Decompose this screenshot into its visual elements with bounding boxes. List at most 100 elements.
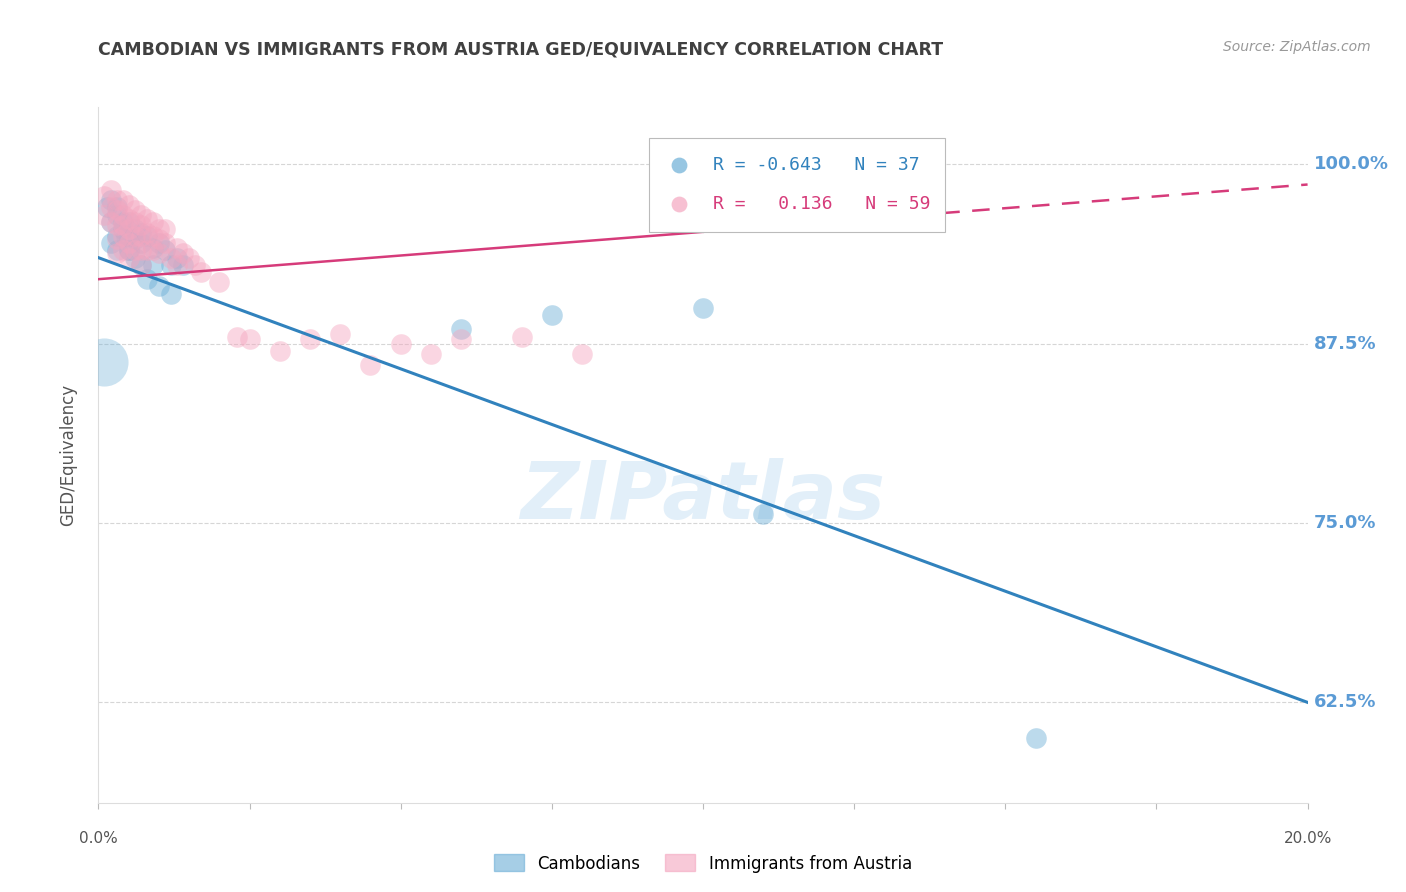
Point — [510, 329, 533, 343]
Point — [129, 218, 152, 232]
Point — [184, 258, 207, 272]
Point — [148, 246, 170, 260]
Point — [111, 208, 134, 222]
Point — [389, 336, 412, 351]
Point — [135, 229, 157, 244]
Point — [172, 258, 194, 272]
Point — [96, 201, 118, 215]
Point — [177, 251, 201, 265]
Text: ZIPatlas: ZIPatlas — [520, 458, 886, 536]
Point — [93, 189, 115, 203]
Point — [135, 272, 157, 286]
Point — [100, 183, 122, 197]
Point — [208, 275, 231, 289]
Point — [148, 236, 170, 251]
Point — [118, 211, 141, 226]
Point — [118, 229, 141, 244]
Point — [118, 215, 141, 229]
Point — [142, 229, 165, 244]
Point — [692, 301, 714, 315]
Point — [111, 244, 134, 258]
Point — [540, 308, 562, 322]
Point — [124, 251, 146, 265]
Text: CAMBODIAN VS IMMIGRANTS FROM AUSTRIA GED/EQUIVALENCY CORRELATION CHART: CAMBODIAN VS IMMIGRANTS FROM AUSTRIA GED… — [98, 40, 943, 58]
Point — [105, 229, 128, 244]
Point — [160, 258, 183, 272]
Text: 0.0%: 0.0% — [79, 831, 118, 847]
Text: 75.0%: 75.0% — [1313, 514, 1376, 532]
Point — [105, 218, 128, 232]
Text: 100.0%: 100.0% — [1313, 155, 1389, 173]
Point — [118, 236, 141, 251]
Point — [105, 203, 128, 218]
Point — [148, 279, 170, 293]
Point — [148, 232, 170, 246]
Y-axis label: GED/Equivalency: GED/Equivalency — [59, 384, 77, 526]
Point — [118, 244, 141, 258]
Point — [118, 244, 141, 258]
Point — [129, 229, 152, 244]
Point — [160, 251, 183, 265]
Point — [166, 241, 188, 255]
Text: 87.5%: 87.5% — [1313, 334, 1376, 352]
Point — [166, 258, 188, 272]
Point — [190, 265, 212, 279]
Point — [142, 258, 165, 272]
Point — [111, 218, 134, 232]
Point — [105, 246, 128, 260]
Point — [129, 236, 152, 251]
Point — [129, 258, 152, 272]
Point — [118, 197, 141, 211]
Point — [329, 326, 352, 341]
Point — [239, 333, 262, 347]
Point — [153, 222, 176, 236]
Point — [124, 244, 146, 258]
Point — [129, 244, 152, 258]
Point — [105, 244, 128, 258]
Point — [153, 244, 176, 258]
Point — [93, 355, 115, 369]
Point — [160, 286, 183, 301]
Point — [142, 244, 165, 258]
Point — [124, 232, 146, 246]
Point — [105, 232, 128, 246]
Point — [269, 343, 291, 358]
Point — [105, 208, 128, 222]
Point — [100, 236, 122, 251]
Point — [142, 215, 165, 229]
Point — [148, 222, 170, 236]
Point — [124, 203, 146, 218]
Legend: Cambodians, Immigrants from Austria: Cambodians, Immigrants from Austria — [488, 847, 918, 880]
Point — [129, 258, 152, 272]
Point — [114, 229, 136, 244]
Point — [226, 329, 249, 343]
Point — [752, 508, 775, 522]
Point — [153, 236, 176, 251]
Text: Source: ZipAtlas.com: Source: ZipAtlas.com — [1223, 40, 1371, 54]
Point — [111, 194, 134, 208]
Point — [124, 222, 146, 236]
Point — [124, 229, 146, 244]
Point — [450, 333, 472, 347]
Text: 20.0%: 20.0% — [1284, 831, 1331, 847]
Point — [118, 222, 141, 236]
Point — [118, 251, 141, 265]
Point — [571, 347, 593, 361]
FancyBboxPatch shape — [648, 138, 945, 232]
Point — [124, 215, 146, 229]
Point — [135, 244, 157, 258]
Point — [135, 227, 157, 241]
Point — [166, 251, 188, 265]
Point — [105, 201, 128, 215]
Point — [450, 322, 472, 336]
Point — [100, 215, 122, 229]
Point — [360, 358, 382, 372]
Point — [172, 246, 194, 260]
Text: 62.5%: 62.5% — [1313, 693, 1376, 712]
Point — [135, 211, 157, 226]
Point — [100, 215, 122, 229]
Point — [100, 201, 122, 215]
Point — [142, 241, 165, 255]
Point — [105, 194, 128, 208]
Point — [100, 194, 122, 208]
